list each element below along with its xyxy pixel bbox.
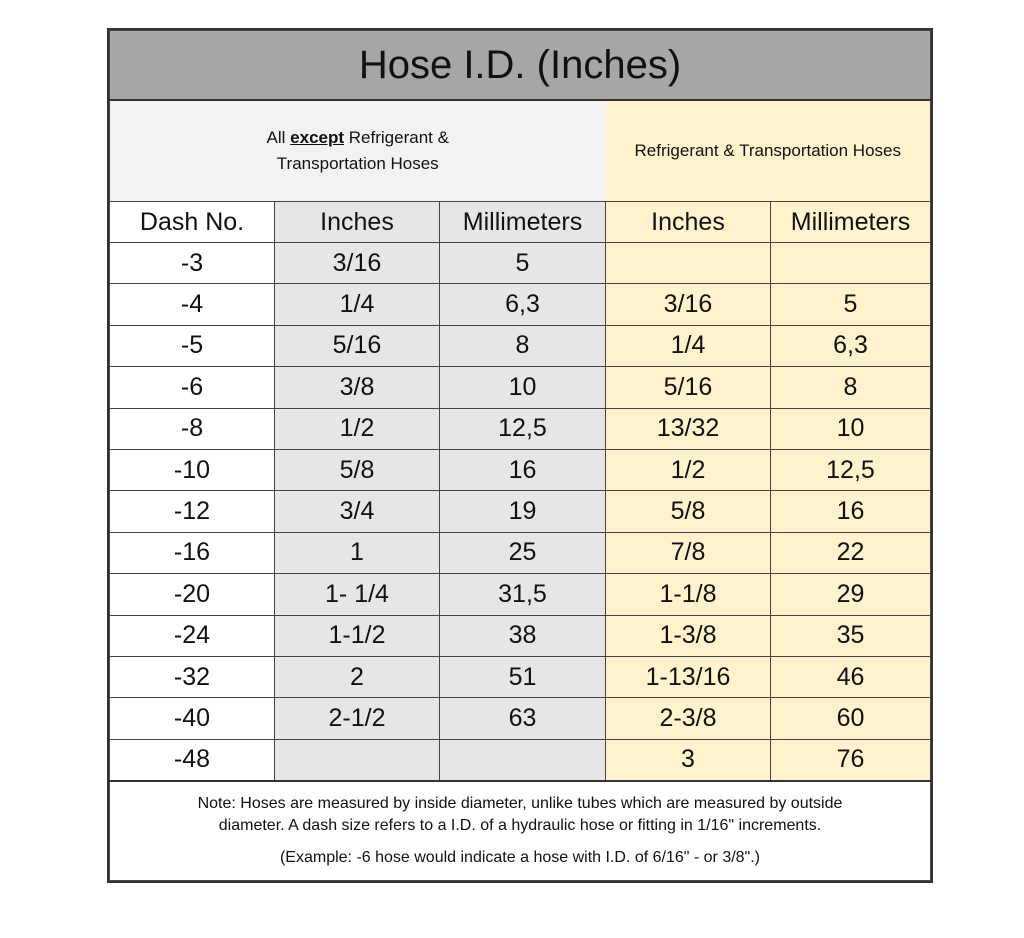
table-row: -32 2 51 1-13/16 46 [109,655,931,699]
dash-no-cell: -8 [109,407,275,450]
table-row: -40 2-1/2 63 2-3/8 60 [109,697,931,740]
mm-standard-cell: 10 [439,366,606,409]
mm-refrigerant-cell: 35 [770,614,931,657]
dash-no-cell: -10 [109,448,275,492]
inches-refrigerant-cell: 1-13/16 [605,655,771,699]
dash-no-cell: -6 [109,366,275,409]
dash-no-cell: -16 [109,531,275,575]
dash-no-cell: -24 [109,614,275,657]
table-row: -8 1/2 12,5 13/32 10 [109,407,931,450]
inches-refrigerant-cell: 3 [605,738,771,782]
dash-no-cell: -4 [109,283,275,326]
table-row: -24 1-1/2 38 1-3/8 35 [109,614,931,657]
inches-refrigerant-cell: 1/4 [605,324,771,368]
inches-standard-cell: 2 [274,655,440,699]
mm-standard-cell: 31,5 [439,573,606,616]
mm-refrigerant-cell: 12,5 [770,448,931,492]
group-left-suffix: Refrigerant & [348,128,449,147]
table-row: -12 3/4 19 5/8 16 [109,490,931,533]
mm-standard-cell: 63 [439,697,606,740]
mm-standard-cell: 25 [439,531,606,575]
header-inches-standard: Inches [274,201,440,243]
mm-refrigerant-cell: 22 [770,531,931,575]
inches-standard-cell: 3/8 [274,366,440,409]
mm-refrigerant-cell [770,241,931,285]
inches-standard-cell: 3/4 [274,490,440,533]
header-dash-no: Dash No. [109,201,275,243]
inches-standard-cell: 2-1/2 [274,697,440,740]
inches-refrigerant-cell: 1-1/8 [605,573,771,616]
note-line-2: diameter. A dash size refers to a I.D. o… [218,817,822,835]
inches-standard-cell: 5/16 [274,324,440,368]
mm-refrigerant-cell: 6,3 [770,324,931,368]
mm-standard-cell: 51 [439,655,606,699]
table-row: -16 1 25 7/8 22 [109,531,931,575]
inches-standard-cell: 1 [274,531,440,575]
group-header-standard: All except Refrigerant & Transportation … [109,99,606,202]
mm-refrigerant-cell: 10 [770,407,931,450]
mm-standard-cell: 6,3 [439,283,606,326]
table-row: -20 1- 1/4 31,5 1-1/8 29 [109,573,931,616]
mm-refrigerant-cell: 76 [770,738,931,782]
dash-no-cell: -32 [109,655,275,699]
mm-refrigerant-cell: 46 [770,655,931,699]
mm-refrigerant-cell: 29 [770,573,931,616]
inches-standard-cell [274,738,440,782]
hose-id-table: Hose I.D. (Inches) All except Refrigeran… [107,28,933,884]
inches-standard-cell: 1/4 [274,283,440,326]
inches-refrigerant-cell: 1/2 [605,448,771,492]
mm-standard-cell [439,738,606,782]
header-inches-refrigerant: Inches [605,201,771,243]
inches-standard-cell: 1/2 [274,407,440,450]
table-row: -6 3/8 10 5/16 8 [109,366,931,409]
inches-standard-cell: 1- 1/4 [274,573,440,616]
table-row: -5 5/16 8 1/4 6,3 [109,324,931,368]
table-row: -3 3/16 5 [109,241,931,285]
inches-standard-cell: 3/16 [274,241,440,285]
table-row: -48 3 76 [109,738,931,782]
note-line-1: Note: Hoses are measured by inside diame… [197,795,843,813]
inches-refrigerant-cell [605,241,771,285]
mm-refrigerant-cell: 8 [770,366,931,409]
mm-refrigerant-cell: 5 [770,283,931,326]
table-row: -4 1/4 6,3 3/16 5 [109,283,931,326]
header-mm-standard: Millimeters [439,201,606,243]
note-cell: Note: Hoses are measured by inside diame… [109,780,931,882]
dash-no-cell: -40 [109,697,275,740]
group-left-emphasis: except [290,128,345,147]
dash-no-cell: -20 [109,573,275,616]
inches-refrigerant-cell: 3/16 [605,283,771,326]
mm-standard-cell: 8 [439,324,606,368]
mm-standard-cell: 38 [439,614,606,657]
header-mm-refrigerant: Millimeters [770,201,931,243]
group-left-prefix: All [266,128,286,147]
mm-refrigerant-cell: 16 [770,490,931,533]
inches-refrigerant-cell: 5/8 [605,490,771,533]
group-left-line2: Transportation Hoses [276,154,439,173]
dash-no-cell: -3 [109,241,275,285]
mm-standard-cell: 5 [439,241,606,285]
dash-no-cell: -5 [109,324,275,368]
dash-no-cell: -12 [109,490,275,533]
inches-refrigerant-cell: 13/32 [605,407,771,450]
inches-refrigerant-cell: 1-3/8 [605,614,771,657]
group-header-refrigerant: Refrigerant & Transportation Hoses [605,99,931,202]
mm-standard-cell: 19 [439,490,606,533]
inches-refrigerant-cell: 2-3/8 [605,697,771,740]
note-example: (Example: -6 hose would indicate a hose … [279,849,761,867]
mm-refrigerant-cell: 60 [770,697,931,740]
inches-standard-cell: 1-1/2 [274,614,440,657]
table-row: -10 5/8 16 1/2 12,5 [109,448,931,492]
table-title: Hose I.D. (Inches) [109,30,931,101]
inches-refrigerant-cell: 7/8 [605,531,771,575]
mm-standard-cell: 12,5 [439,407,606,450]
inches-refrigerant-cell: 5/16 [605,366,771,409]
dash-no-cell: -48 [109,738,275,782]
mm-standard-cell: 16 [439,448,606,492]
inches-standard-cell: 5/8 [274,448,440,492]
